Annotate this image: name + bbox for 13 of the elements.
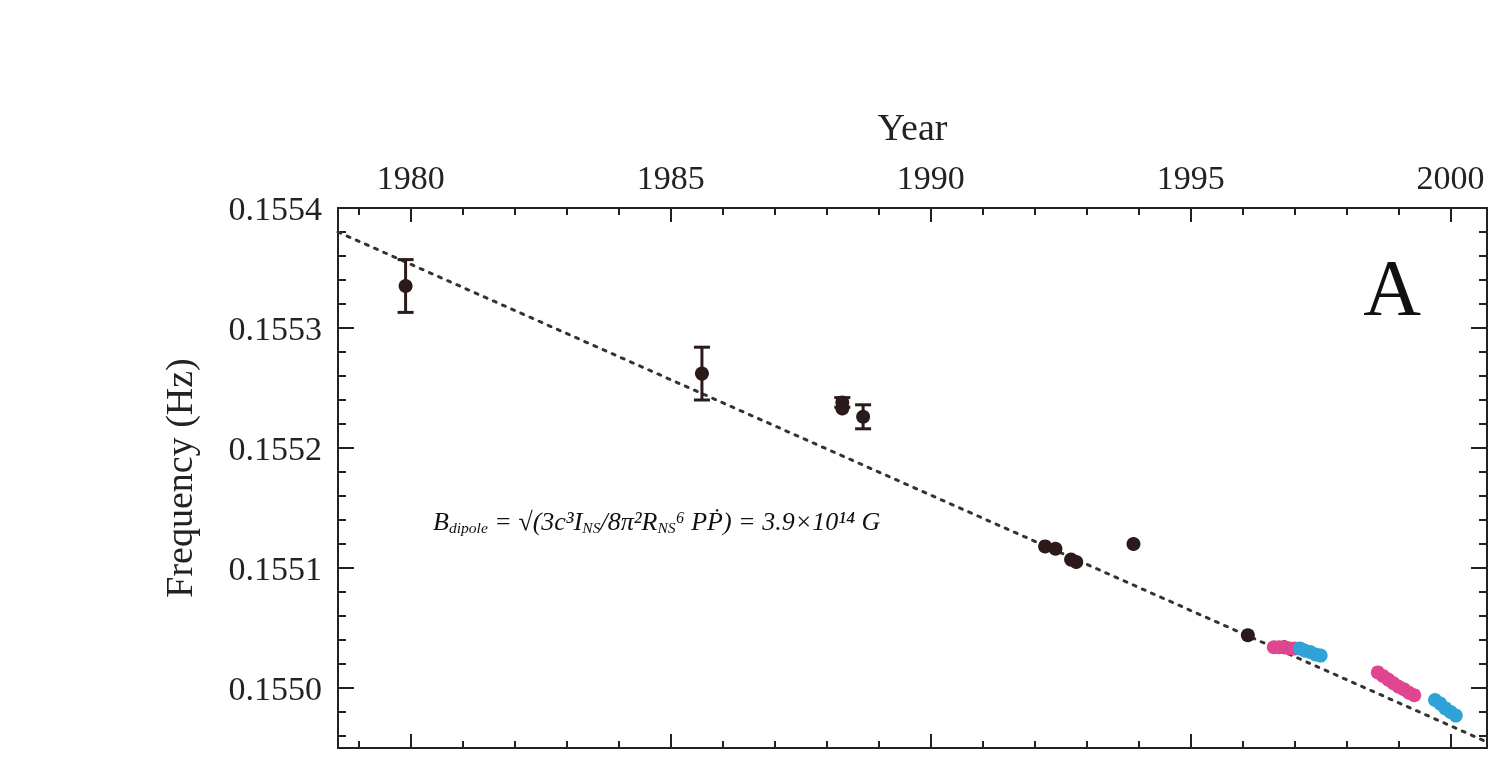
x-tick-label: 1985 <box>636 158 705 196</box>
y-tick-label: 0.1552 <box>228 429 322 467</box>
x-axis-title: Year <box>877 106 948 148</box>
x-tick-label: 1980 <box>376 158 445 196</box>
x-tick-label: 2000 <box>1416 158 1485 196</box>
y-tick-label: 0.1553 <box>228 309 322 347</box>
y-axis-title: Frequency (Hz) <box>158 358 201 598</box>
y-tick-label: 0.1550 <box>228 669 322 707</box>
y-tick-label: 0.1554 <box>228 189 322 227</box>
y-tick-label: 0.1551 <box>228 549 322 587</box>
x-tick-label: 1995 <box>1156 158 1225 196</box>
x-tick-label: 1990 <box>896 158 965 196</box>
annotation: A <box>1363 244 1422 332</box>
